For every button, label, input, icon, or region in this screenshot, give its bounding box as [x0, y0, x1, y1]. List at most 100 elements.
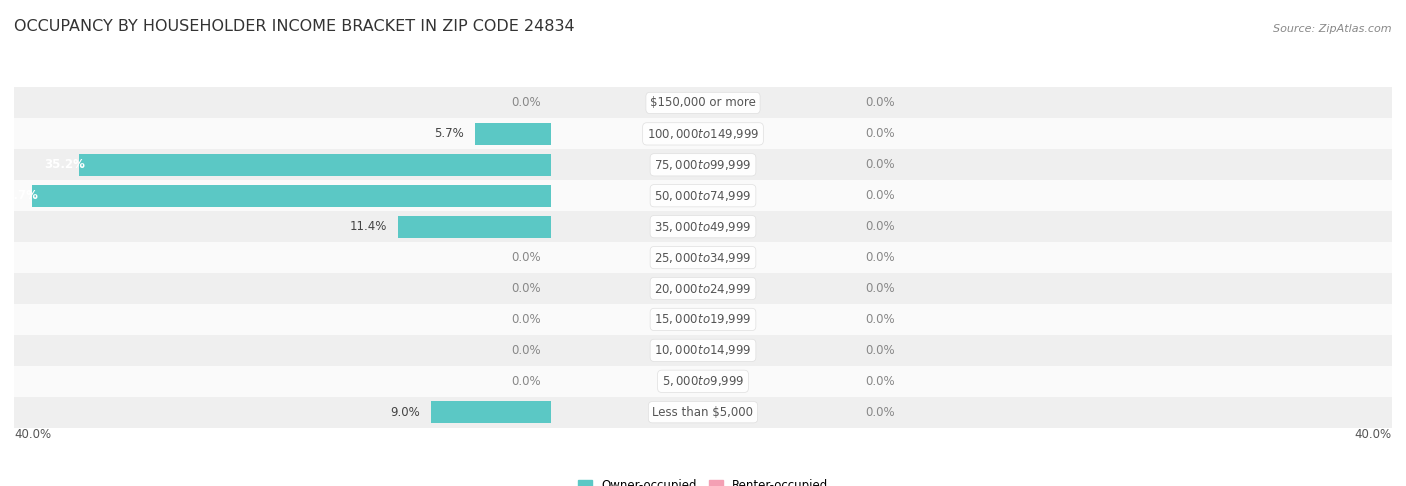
Text: 35.2%: 35.2%: [45, 158, 86, 171]
Text: 0.0%: 0.0%: [510, 375, 541, 388]
Bar: [551, 211, 855, 242]
Bar: [855, 335, 868, 366]
Text: Source: ZipAtlas.com: Source: ZipAtlas.com: [1274, 24, 1392, 35]
Bar: [855, 304, 1392, 335]
Text: 0.0%: 0.0%: [510, 251, 541, 264]
Bar: [855, 211, 868, 242]
Bar: [551, 180, 855, 211]
Bar: [855, 119, 1392, 149]
Bar: [31, 185, 551, 207]
Bar: [551, 397, 855, 428]
Bar: [551, 242, 855, 273]
Bar: [14, 397, 551, 428]
Bar: [551, 366, 855, 397]
Bar: [855, 149, 1392, 180]
Bar: [538, 87, 551, 119]
Text: 0.0%: 0.0%: [865, 220, 896, 233]
Bar: [551, 304, 855, 335]
Bar: [79, 154, 551, 176]
Bar: [14, 366, 551, 397]
Text: 0.0%: 0.0%: [865, 158, 896, 171]
Bar: [538, 397, 551, 428]
Text: $35,000 to $49,999: $35,000 to $49,999: [654, 220, 752, 234]
Bar: [855, 304, 868, 335]
Text: 0.0%: 0.0%: [865, 127, 896, 140]
Bar: [855, 273, 868, 304]
Bar: [14, 119, 551, 149]
Text: 0.0%: 0.0%: [865, 96, 896, 109]
Text: $100,000 to $149,999: $100,000 to $149,999: [647, 127, 759, 141]
Bar: [551, 149, 855, 180]
Bar: [551, 180, 855, 211]
Text: $20,000 to $24,999: $20,000 to $24,999: [654, 281, 752, 295]
Bar: [551, 366, 855, 397]
Bar: [538, 304, 551, 335]
Text: Less than $5,000: Less than $5,000: [652, 406, 754, 419]
Bar: [14, 304, 551, 335]
Text: 0.0%: 0.0%: [510, 282, 541, 295]
Legend: Owner-occupied, Renter-occupied: Owner-occupied, Renter-occupied: [572, 474, 834, 486]
Bar: [855, 366, 1392, 397]
Text: 40.0%: 40.0%: [14, 428, 51, 441]
Bar: [14, 149, 551, 180]
Bar: [14, 180, 551, 211]
Bar: [855, 273, 1392, 304]
Bar: [551, 304, 855, 335]
Bar: [855, 242, 868, 273]
Text: 0.0%: 0.0%: [865, 375, 896, 388]
Bar: [551, 211, 855, 242]
Bar: [855, 87, 868, 119]
Bar: [538, 242, 551, 273]
Text: $5,000 to $9,999: $5,000 to $9,999: [662, 374, 744, 388]
Bar: [551, 119, 855, 149]
Bar: [538, 149, 551, 180]
Bar: [398, 215, 551, 238]
Bar: [551, 335, 855, 366]
Bar: [14, 242, 551, 273]
Text: 9.0%: 9.0%: [389, 406, 420, 419]
Bar: [551, 87, 855, 119]
Bar: [538, 335, 551, 366]
Bar: [855, 211, 1392, 242]
Bar: [855, 180, 1392, 211]
Text: $75,000 to $99,999: $75,000 to $99,999: [654, 158, 752, 172]
Bar: [475, 123, 551, 145]
Bar: [538, 366, 551, 397]
Text: OCCUPANCY BY HOUSEHOLDER INCOME BRACKET IN ZIP CODE 24834: OCCUPANCY BY HOUSEHOLDER INCOME BRACKET …: [14, 19, 575, 34]
Bar: [855, 180, 868, 211]
Bar: [14, 87, 551, 119]
Text: 38.7%: 38.7%: [0, 189, 38, 202]
Text: $25,000 to $34,999: $25,000 to $34,999: [654, 251, 752, 264]
Bar: [430, 401, 551, 423]
Bar: [14, 335, 551, 366]
Text: 0.0%: 0.0%: [865, 282, 896, 295]
Text: 11.4%: 11.4%: [350, 220, 388, 233]
Bar: [855, 335, 1392, 366]
Bar: [855, 397, 868, 428]
Bar: [855, 242, 1392, 273]
Text: $150,000 or more: $150,000 or more: [650, 96, 756, 109]
Text: $15,000 to $19,999: $15,000 to $19,999: [654, 312, 752, 327]
Text: 0.0%: 0.0%: [865, 251, 896, 264]
Bar: [551, 242, 855, 273]
Text: 0.0%: 0.0%: [865, 344, 896, 357]
Text: 0.0%: 0.0%: [865, 406, 896, 419]
Text: 0.0%: 0.0%: [865, 313, 896, 326]
Bar: [538, 273, 551, 304]
Text: 0.0%: 0.0%: [510, 344, 541, 357]
Text: $50,000 to $74,999: $50,000 to $74,999: [654, 189, 752, 203]
Bar: [551, 273, 855, 304]
Text: 5.7%: 5.7%: [434, 127, 464, 140]
Bar: [855, 366, 868, 397]
Bar: [855, 87, 1392, 119]
Text: $10,000 to $14,999: $10,000 to $14,999: [654, 344, 752, 357]
Bar: [551, 119, 855, 149]
Bar: [551, 273, 855, 304]
Bar: [538, 119, 551, 149]
Bar: [14, 211, 551, 242]
Bar: [551, 335, 855, 366]
Bar: [855, 119, 868, 149]
Bar: [538, 180, 551, 211]
Text: 40.0%: 40.0%: [1355, 428, 1392, 441]
Text: 0.0%: 0.0%: [510, 313, 541, 326]
